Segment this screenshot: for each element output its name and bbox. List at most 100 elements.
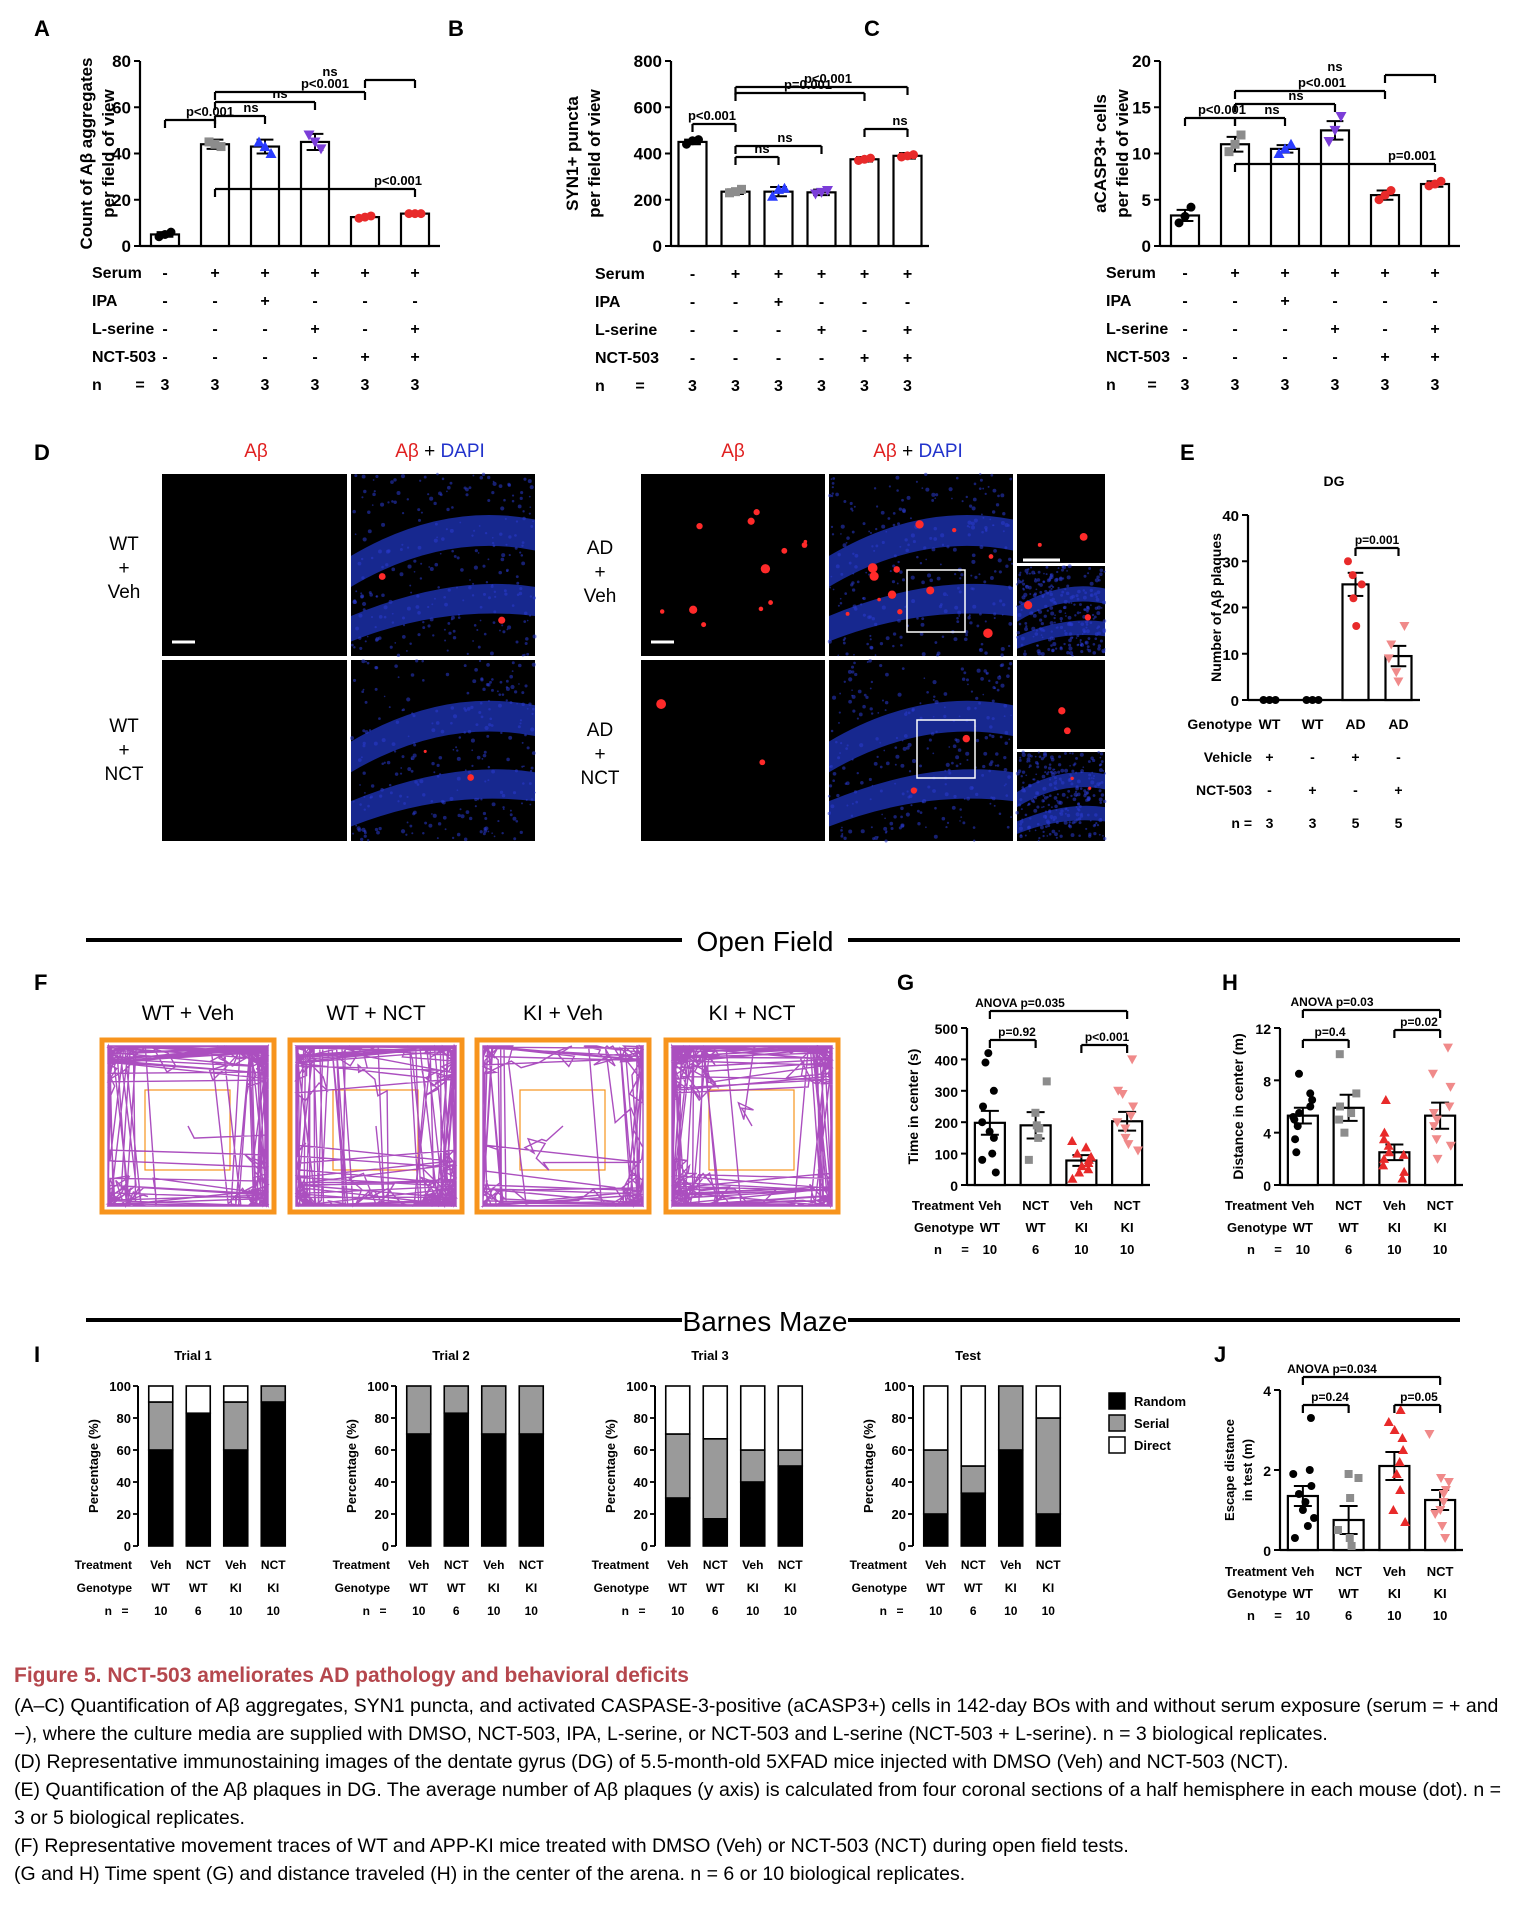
dapi-nucleus — [352, 678, 357, 682]
dapi-nucleus — [969, 621, 973, 625]
row-value: + — [310, 321, 319, 338]
dapi-nucleus — [455, 746, 458, 749]
dapi-nucleus — [1028, 572, 1031, 575]
dapi-nucleus — [1002, 512, 1006, 516]
dapi-nucleus — [828, 784, 833, 788]
dapi-nucleus — [1070, 782, 1074, 786]
dapi-nucleus — [1051, 597, 1055, 602]
dapi-nucleus — [1044, 825, 1048, 828]
dapi-nucleus — [897, 560, 900, 564]
condition-table: Serum - + + + + +IPA - - + - - -L-serine - - - + - +NCT-50… — [92, 265, 420, 394]
dapi-nucleus — [963, 671, 967, 675]
dapi-nucleus — [1061, 590, 1065, 594]
dapi-nucleus — [852, 709, 856, 713]
dapi-nucleus — [989, 802, 992, 805]
dapi-nucleus — [997, 558, 1002, 563]
dapi-nucleus — [468, 486, 472, 490]
dapi-nucleus — [895, 736, 899, 740]
dapi-nucleus — [1094, 785, 1097, 788]
dapi-nucleus — [1069, 752, 1072, 755]
data-point — [1180, 211, 1190, 221]
dapi-nucleus — [474, 549, 478, 553]
y-tick-label: 0 — [641, 1539, 648, 1554]
movement-trace — [294, 1043, 458, 1209]
dapi-nucleus — [463, 837, 468, 842]
dapi-nucleus — [451, 506, 454, 509]
dapi-nucleus — [521, 741, 524, 744]
dapi-nucleus — [959, 808, 962, 811]
dapi-nucleus — [1068, 777, 1071, 781]
dapi-nucleus — [522, 782, 525, 785]
data-point — [1386, 186, 1396, 195]
dapi-nucleus — [1041, 594, 1045, 598]
dapi-nucleus — [875, 544, 879, 548]
dapi-nucleus — [830, 525, 834, 529]
dapi-nucleus — [1089, 588, 1093, 593]
row-value: - — [1332, 349, 1337, 366]
data-point — [1391, 668, 1402, 678]
dapi-nucleus — [923, 677, 926, 680]
dapi-nucleus — [931, 547, 936, 552]
dapi-nucleus — [860, 603, 863, 606]
dapi-nucleus — [416, 783, 420, 786]
dapi-nucleus — [1047, 803, 1051, 807]
dapi-nucleus — [532, 707, 535, 711]
dapi-nucleus — [911, 759, 917, 764]
dapi-nucleus — [360, 756, 363, 759]
dapi-nucleus — [885, 636, 890, 641]
dapi-nucleus — [481, 472, 486, 477]
dapi-nucleus — [849, 501, 853, 506]
dapi-nucleus — [482, 564, 486, 568]
dapi-nucleus — [941, 635, 945, 638]
row-value: - — [1382, 321, 1387, 338]
dapi-nucleus — [1050, 584, 1053, 587]
dapi-nucleus — [387, 549, 391, 553]
dapi-nucleus — [832, 771, 837, 776]
dapi-nucleus — [1064, 812, 1067, 815]
dapi-nucleus — [1099, 801, 1103, 804]
abeta-plaque — [910, 787, 918, 794]
dapi-nucleus — [1053, 776, 1057, 780]
dapi-nucleus — [436, 536, 438, 539]
dapi-nucleus — [1093, 831, 1097, 836]
stacked-segment-direct — [1035, 1385, 1062, 1419]
stacked-segment-serial — [480, 1385, 507, 1435]
dapi-nucleus — [471, 534, 474, 537]
stacked-segment-random — [480, 1433, 507, 1547]
row-label: = — [1274, 1608, 1282, 1623]
dapi-nucleus — [529, 485, 534, 490]
row-value: 3 — [860, 378, 869, 395]
dapi-nucleus — [487, 558, 490, 561]
header-abeta-dapi: Aβ + DAPI — [873, 441, 963, 462]
dapi-nucleus — [851, 758, 854, 761]
dapi-nucleus — [931, 499, 935, 502]
data-point — [1308, 1095, 1317, 1104]
y-tick-label: 80 — [892, 1411, 906, 1426]
dapi-nucleus — [417, 518, 422, 522]
dapi-nucleus — [441, 537, 445, 541]
dapi-nucleus — [1021, 786, 1025, 789]
row-value: 6 — [1032, 1242, 1039, 1257]
row-value: NCT — [1114, 1198, 1141, 1213]
dapi-nucleus — [1020, 601, 1024, 606]
dapi-nucleus — [516, 581, 520, 585]
dapi-nucleus — [1087, 649, 1092, 653]
dapi-nucleus — [946, 821, 950, 824]
row-value: + — [1330, 265, 1339, 282]
dapi-nucleus — [513, 837, 517, 841]
dapi-nucleus — [842, 543, 847, 548]
dapi-nucleus — [982, 487, 985, 490]
dapi-nucleus — [1088, 777, 1091, 780]
dapi-nucleus — [519, 496, 523, 500]
caption-line-gh: (G and H) Time spent (G) and distance tr… — [14, 1863, 966, 1885]
abeta-plaque — [988, 554, 994, 559]
dapi-nucleus — [1099, 572, 1103, 577]
dapi-nucleus — [1031, 626, 1036, 631]
abeta-plaque — [877, 597, 881, 602]
row-value: - — [1182, 265, 1187, 282]
dapi-nucleus — [982, 516, 985, 519]
data-point — [1354, 1474, 1363, 1482]
y-axis-label: per field of view — [585, 88, 604, 217]
dapi-nucleus — [429, 496, 434, 501]
stacked-segment-random — [147, 1449, 174, 1547]
